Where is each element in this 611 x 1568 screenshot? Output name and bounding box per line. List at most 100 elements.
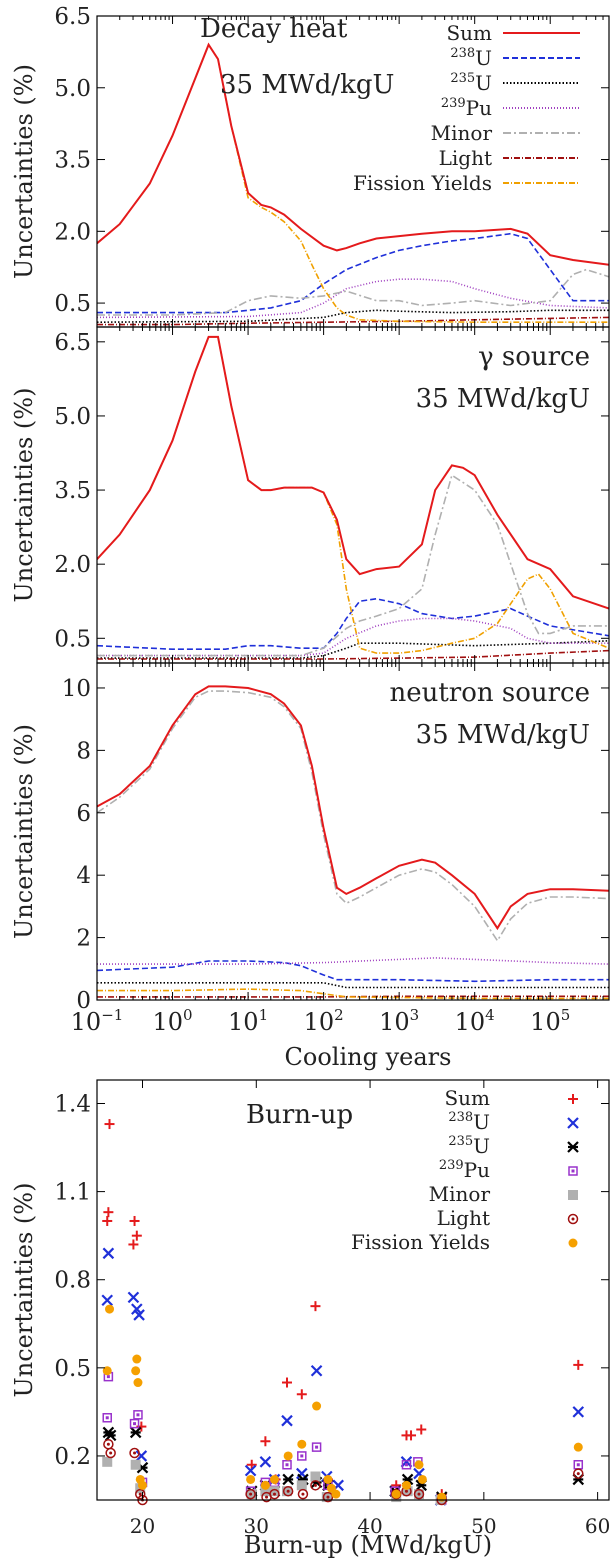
circ-inner bbox=[404, 1489, 408, 1493]
cross-b bbox=[310, 1364, 323, 1377]
circ-inner bbox=[286, 1489, 290, 1493]
marker-asterisk bbox=[567, 1141, 579, 1153]
marker-circle-open bbox=[573, 1468, 584, 1479]
panel-title: neutron source bbox=[389, 678, 590, 708]
y-tick-label: 10 bbox=[62, 676, 91, 702]
marker-square-filled bbox=[102, 1456, 113, 1467]
circ-outer bbox=[297, 1488, 309, 1500]
panel-title: γ source bbox=[478, 342, 590, 372]
marker-dot bbox=[133, 1378, 143, 1388]
series-line-sum bbox=[97, 335, 609, 610]
element-symbol: U bbox=[475, 71, 492, 95]
y-tick-label: 0 bbox=[76, 988, 91, 1014]
x-tick-label: 104 bbox=[455, 1006, 495, 1036]
sq-fill bbox=[102, 1456, 113, 1467]
sq-outer bbox=[133, 1410, 143, 1420]
sq-inner bbox=[136, 1413, 140, 1417]
series-line-light bbox=[97, 649, 609, 660]
y-tick-label: 6 bbox=[76, 801, 91, 827]
mass-number: 239 bbox=[441, 96, 466, 111]
dot bbox=[331, 1489, 341, 1499]
marker-square-open bbox=[573, 1460, 584, 1470]
y-axis-label: Uncertainties (%) bbox=[10, 724, 38, 939]
y-tick-label: 2 bbox=[76, 926, 91, 952]
scatter-series-sum bbox=[102, 1119, 584, 1500]
y-tick-label: 3.5 bbox=[54, 478, 91, 504]
marker-plus bbox=[310, 1301, 321, 1312]
sq-fill bbox=[130, 1459, 141, 1470]
panel-4: 0.2 0.5 0.8 1.1 1.4 20 30 40 50 60 Uncertainties (… bbox=[10, 1079, 610, 1559]
y-tick-label: 3.5 bbox=[54, 148, 91, 174]
legend-label: 238U bbox=[448, 1110, 490, 1134]
panel-title: Burn-up bbox=[246, 1100, 353, 1130]
dot bbox=[246, 1474, 256, 1484]
series-line-238u bbox=[97, 232, 609, 314]
series-line-minor bbox=[97, 690, 609, 943]
dot bbox=[401, 1480, 411, 1490]
sq-fill bbox=[296, 1480, 307, 1491]
y-axis-label: Uncertainties (%) bbox=[10, 64, 38, 279]
dot bbox=[269, 1474, 279, 1484]
cross-b bbox=[133, 1309, 145, 1321]
circ-outer bbox=[573, 1468, 584, 1479]
marker-cross bbox=[567, 1117, 579, 1129]
dot bbox=[283, 1451, 293, 1461]
panel-subtitle: 35 MWd/kgU bbox=[416, 720, 590, 750]
marker-dot bbox=[323, 1474, 333, 1484]
marker-plus bbox=[406, 1430, 417, 1441]
dot bbox=[138, 1480, 148, 1490]
sq-outer bbox=[311, 1442, 322, 1452]
legend-label: Fission Yields bbox=[351, 1230, 490, 1254]
y-tick-label: 6.5 bbox=[54, 4, 91, 30]
sq-inner bbox=[285, 1463, 289, 1467]
tick-exponent: −1 bbox=[101, 1006, 123, 1024]
circ-outer bbox=[282, 1485, 294, 1497]
marker-cross bbox=[133, 1309, 145, 1321]
scatter-series-238u bbox=[101, 1247, 585, 1506]
marker-square-open bbox=[401, 1460, 412, 1470]
sq-inner bbox=[404, 1463, 408, 1467]
circ-inner bbox=[138, 1492, 142, 1496]
circ-outer bbox=[567, 1213, 579, 1225]
cross-b bbox=[259, 1456, 272, 1468]
marker-cross bbox=[244, 1464, 257, 1477]
panel-2: 0.5 2.0 3.5 5.0 6.5 Uncertainties (%) γ source… bbox=[10, 326, 610, 664]
legend-label: Sum bbox=[444, 1086, 490, 1110]
dot bbox=[105, 1304, 115, 1314]
marker-asterisk bbox=[282, 1473, 294, 1486]
marker-dot bbox=[414, 1460, 424, 1470]
panel-title: Decay heat bbox=[200, 14, 348, 44]
sq-inner bbox=[326, 1483, 330, 1487]
marker-dot bbox=[138, 1480, 148, 1490]
cross-b bbox=[572, 1406, 585, 1418]
y-tick-label: 0.8 bbox=[54, 1268, 91, 1294]
element-symbol: Pu bbox=[464, 1158, 490, 1182]
marker-cross bbox=[135, 1450, 148, 1462]
y-tick-label: 0.5 bbox=[54, 626, 91, 652]
y-tick-label: 5.0 bbox=[54, 404, 91, 430]
marker-dot bbox=[401, 1480, 411, 1490]
series-line-light bbox=[97, 316, 609, 326]
circ-inner bbox=[249, 1492, 253, 1496]
sq-outer bbox=[401, 1460, 412, 1470]
marker-dot bbox=[573, 1442, 583, 1452]
circ-outer bbox=[413, 1488, 425, 1500]
circ-inner bbox=[571, 1217, 575, 1221]
marker-dot bbox=[312, 1401, 322, 1411]
tick-exponent: 5 bbox=[561, 1006, 571, 1024]
dot bbox=[132, 1354, 142, 1364]
marker-circle-open bbox=[297, 1488, 309, 1500]
y-axis-label: Uncertainties (%) bbox=[10, 388, 38, 603]
series-line-235u bbox=[97, 309, 609, 323]
dot bbox=[417, 1474, 427, 1484]
sq-fill bbox=[269, 1486, 280, 1497]
y-tick-label: 5.0 bbox=[54, 76, 91, 102]
sq-inner bbox=[571, 1169, 575, 1173]
legend-label: Light bbox=[439, 146, 492, 170]
cross-b bbox=[127, 1291, 140, 1304]
element-symbol: U bbox=[473, 1134, 490, 1158]
marker-dot bbox=[132, 1354, 142, 1364]
plot-frame bbox=[96, 662, 610, 1001]
marker-plus bbox=[573, 1359, 584, 1370]
circ-inner bbox=[133, 1451, 137, 1455]
